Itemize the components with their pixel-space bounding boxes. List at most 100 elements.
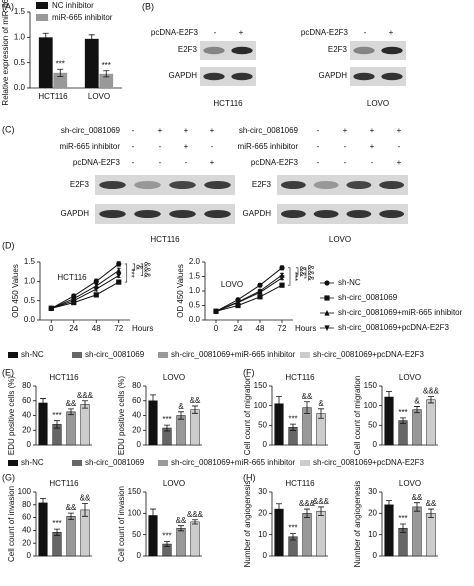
sign: + bbox=[397, 126, 402, 135]
bar bbox=[190, 409, 200, 446]
blot-band bbox=[280, 181, 306, 189]
y-tick-label: 0 bbox=[373, 440, 378, 449]
x-tick-label: 0 bbox=[214, 324, 219, 333]
blot-band bbox=[381, 72, 403, 81]
y-tick-label: 0.0 bbox=[189, 315, 201, 324]
sign: + bbox=[184, 126, 189, 135]
legend-swatch bbox=[72, 460, 82, 466]
y-tick-label: 0 bbox=[27, 551, 32, 560]
significance: && bbox=[80, 494, 91, 503]
marker bbox=[93, 292, 99, 298]
significance: && bbox=[412, 493, 423, 502]
y-tick-label: 20 bbox=[132, 425, 141, 434]
band-label: E2F3 bbox=[178, 45, 198, 54]
sign: - bbox=[159, 158, 162, 167]
x-tick-label: LOVO bbox=[88, 92, 110, 101]
y-tick-label: 60 bbox=[22, 396, 31, 405]
error-bar bbox=[42, 32, 49, 42]
chart-title: LOVO bbox=[399, 373, 421, 382]
sign: + bbox=[370, 126, 375, 135]
error-bar bbox=[304, 508, 310, 518]
significance: && bbox=[298, 266, 307, 277]
significance: && bbox=[176, 516, 187, 525]
error-bar bbox=[276, 396, 282, 412]
marker bbox=[324, 309, 330, 316]
y-tick-label: 20 bbox=[258, 508, 267, 517]
bracket bbox=[304, 267, 307, 279]
band-label: GAPDH bbox=[319, 71, 348, 80]
blot-background bbox=[350, 41, 406, 60]
significance: && bbox=[302, 392, 313, 401]
y-tick-label: 0.0 bbox=[14, 83, 26, 92]
x-tick-label: 48 bbox=[92, 324, 101, 333]
y-axis-label: EDU positive cells (%) bbox=[7, 376, 16, 455]
error-bar bbox=[54, 420, 60, 429]
bar bbox=[38, 402, 48, 446]
significance: & bbox=[135, 265, 144, 271]
sign: - bbox=[317, 158, 320, 167]
legend-label: sh-circ_0081069 bbox=[85, 458, 145, 467]
y-tick-label: 80 bbox=[132, 381, 141, 390]
sign: - bbox=[132, 142, 135, 151]
significance: *** bbox=[162, 532, 171, 541]
bar bbox=[38, 502, 48, 557]
bar bbox=[426, 513, 436, 557]
bar bbox=[274, 508, 284, 557]
marker bbox=[257, 294, 263, 300]
y-axis-label: Cell count of migration bbox=[353, 376, 362, 456]
blot-band bbox=[204, 181, 231, 189]
bracket bbox=[132, 263, 136, 271]
error-bar bbox=[414, 502, 420, 512]
band-label: GAPDH bbox=[169, 71, 198, 80]
significance: &&& bbox=[423, 387, 440, 396]
line bbox=[215, 284, 283, 312]
y-axis-label: Number of angiogenesis bbox=[243, 481, 252, 568]
cell-line: LOVO bbox=[329, 235, 351, 244]
bar bbox=[426, 399, 436, 446]
legend-label: sh-circ_0081069+pcDNA-E2F3 bbox=[313, 458, 424, 467]
panel-label: (H) bbox=[243, 472, 256, 482]
marker bbox=[213, 308, 219, 315]
error-bar bbox=[82, 400, 88, 409]
chart-title: LOVO bbox=[221, 280, 243, 289]
sign: + bbox=[343, 126, 348, 135]
x-tick-label: 48 bbox=[256, 324, 265, 333]
error-bar bbox=[414, 406, 420, 414]
cell-line: LOVO bbox=[367, 99, 389, 108]
y-tick-label: 1.5 bbox=[14, 7, 26, 16]
legend-swatch bbox=[36, 2, 48, 9]
y-tick-label: 100 bbox=[128, 508, 142, 517]
treatment-label: pcDNA-E2F3 bbox=[301, 28, 349, 37]
blot-band bbox=[231, 46, 253, 55]
y-tick-label: 1.5 bbox=[24, 257, 36, 266]
error-bar bbox=[304, 401, 310, 414]
y-tick-label: 0 bbox=[137, 440, 142, 449]
x-axis-label: Hours bbox=[132, 324, 153, 333]
sign: - bbox=[185, 158, 188, 167]
significance: & bbox=[414, 397, 420, 406]
error-bar bbox=[428, 396, 434, 404]
error-bar bbox=[290, 423, 296, 431]
error-bar bbox=[428, 508, 434, 518]
legend-swatch bbox=[8, 352, 18, 358]
bracket bbox=[124, 263, 128, 283]
blot-band bbox=[134, 210, 161, 218]
y-tick-label: 1.0 bbox=[189, 286, 201, 295]
blot-band bbox=[313, 181, 339, 189]
error-bar bbox=[150, 394, 156, 408]
marker bbox=[324, 295, 330, 301]
error-bar bbox=[318, 506, 324, 516]
legend-label: sh-NC bbox=[21, 350, 44, 359]
y-tick-label: 0 bbox=[263, 551, 268, 560]
cell-line: HCT116 bbox=[213, 99, 243, 108]
bar bbox=[38, 37, 53, 88]
marker bbox=[48, 305, 54, 312]
y-tick-label: 10 bbox=[368, 530, 377, 539]
marker bbox=[93, 286, 99, 293]
y-axis-label: Relative expression of miR-665 bbox=[1, 0, 10, 106]
sign: - bbox=[398, 142, 401, 151]
y-tick-label: 0 bbox=[263, 440, 268, 449]
band-label: E2F3 bbox=[328, 45, 348, 54]
marker bbox=[279, 275, 285, 282]
significance: *** bbox=[290, 272, 299, 281]
